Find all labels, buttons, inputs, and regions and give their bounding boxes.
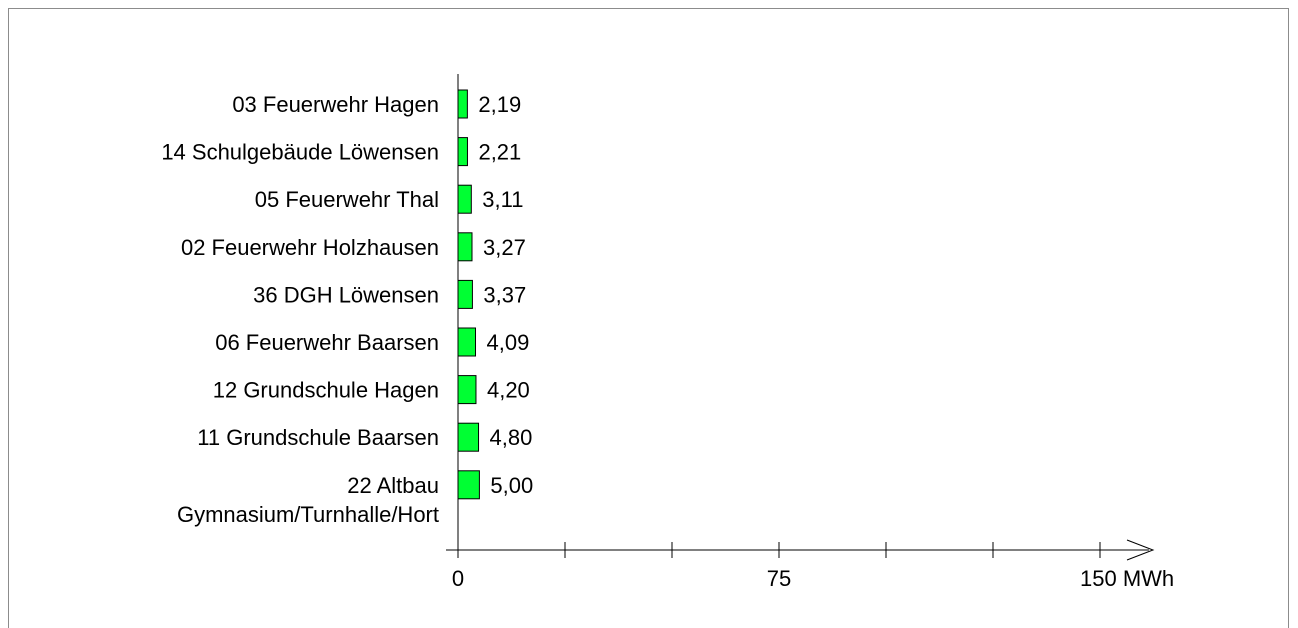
category-label: 02 Feuerwehr Holzhausen	[181, 235, 439, 260]
value-label: 4,09	[487, 330, 530, 355]
axis-arrow	[1126, 539, 1155, 561]
chart-frame: 2,19 03 Feuerwehr Hagen 2,21 14 Schulgebäud…	[8, 8, 1289, 628]
bars-layer	[457, 89, 480, 500]
category-label: 06 Feuerwehr Baarsen	[215, 330, 439, 355]
value-label: 2,21	[478, 140, 521, 165]
bar	[457, 279, 473, 309]
bar	[457, 184, 472, 214]
bar	[457, 375, 477, 405]
bar-chart: 2,19 03 Feuerwehr Hagen 2,21 14 Schulgebäud…	[161, 74, 1174, 591]
category-label: 03 Feuerwehr Hagen	[232, 92, 439, 117]
tick-label: 150 MWh	[1080, 566, 1174, 591]
tick-label: 75	[767, 566, 791, 591]
category-label: 05 Feuerwehr Thal	[255, 187, 439, 212]
value-label: 4,20	[487, 378, 530, 403]
category-label: 12 Grundschule Hagen	[213, 378, 439, 403]
bar	[457, 327, 477, 357]
labels-layer: 2,19 03 Feuerwehr Hagen 2,21 14 Schulgebäud…	[161, 92, 533, 527]
value-label: 5,00	[490, 473, 533, 498]
value-label: 2,19	[478, 92, 521, 117]
category-label: 11 Grundschule Baarsen	[197, 425, 439, 450]
category-label: 22 Altbau	[347, 473, 439, 498]
value-label: 4,80	[490, 425, 533, 450]
category-label: Gymnasium/Turnhalle/Hort	[177, 502, 439, 527]
category-label: 36 DGH Löwensen	[253, 282, 439, 307]
x-axis: 0 75 150 MWh	[446, 74, 1174, 591]
bar	[457, 470, 480, 500]
value-label: 3,27	[483, 235, 526, 260]
bar	[457, 232, 473, 262]
value-label: 3,37	[483, 282, 526, 307]
bar	[457, 137, 468, 167]
tick-label: 0	[452, 566, 464, 591]
value-label: 3,11	[482, 187, 523, 212]
bar	[457, 89, 468, 119]
bar	[457, 422, 480, 452]
category-label: 14 Schulgebäude Löwensen	[161, 140, 439, 165]
